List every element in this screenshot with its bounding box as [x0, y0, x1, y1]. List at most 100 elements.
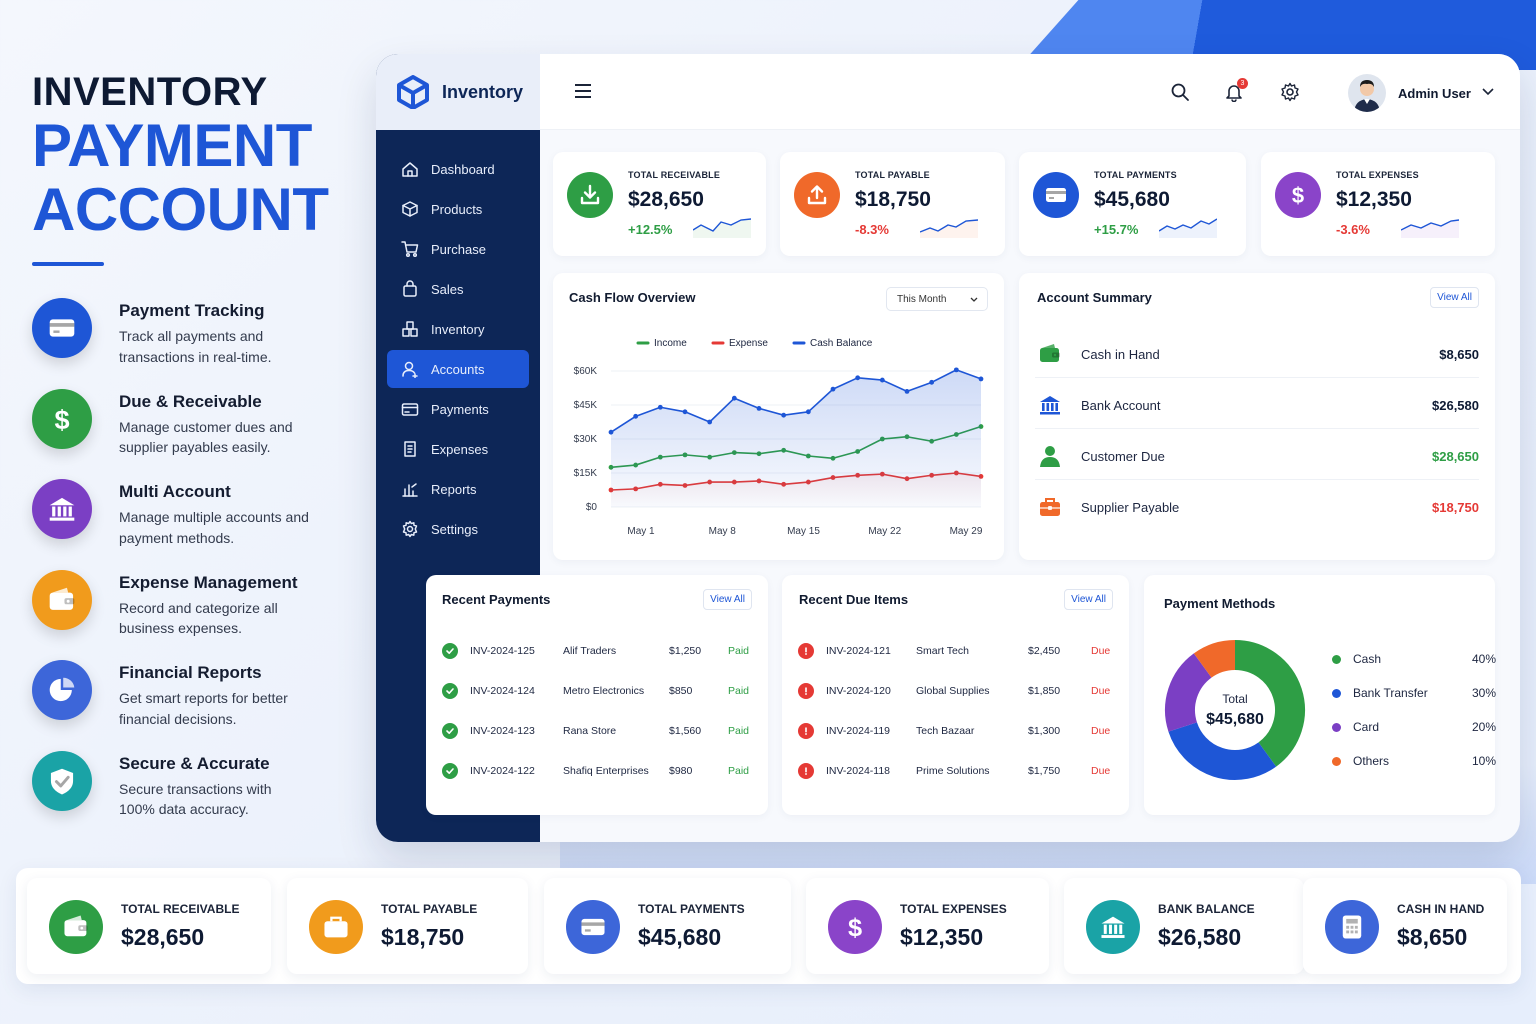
- kpi-value: $12,350: [1336, 188, 1412, 211]
- kpi-sparkline: [693, 218, 751, 238]
- sidebar-item-payments[interactable]: Payments: [387, 390, 529, 428]
- kpi-label: TOTAL RECEIVABLE: [628, 170, 721, 180]
- alert-icon: [805, 727, 807, 735]
- sidebar-item-expenses[interactable]: Expenses: [387, 430, 529, 468]
- summary-icon-badge: [1086, 900, 1140, 954]
- recent-due-view-all-button[interactable]: View All: [1064, 589, 1113, 610]
- download-icon: [580, 184, 600, 205]
- recent-due-title: Recent Due Items: [799, 592, 909, 607]
- legend-label: Cash: [1353, 652, 1382, 666]
- kpi-card[interactable]: TOTAL RECEIVABLE $28,650 +12.5%: [553, 152, 766, 256]
- kpi-value: $45,680: [1094, 188, 1170, 211]
- legend-percent: 10%: [1471, 754, 1496, 768]
- table-row[interactable]: INV-2024-118 Prime Solutions $1,750 Due: [798, 763, 1110, 805]
- legend-label: Income: [654, 338, 687, 349]
- data-point: [929, 379, 935, 385]
- bank-icon: [1040, 396, 1060, 415]
- payment-methods-card: Payment Methods Total $45,680 Cash 40% B…: [1144, 575, 1496, 815]
- account-row[interactable]: Cash in Hand $8,650: [1035, 328, 1479, 378]
- alert-icon: [805, 647, 807, 655]
- pie-icon: [49, 677, 75, 702]
- feature-icon-badge: [32, 479, 92, 539]
- summary-strip: TOTAL RECEIVABLE $28,650 TOTAL PAYABLE $…: [16, 868, 1521, 984]
- dollar-icon: $: [54, 403, 69, 434]
- kpi-sparkline: [920, 219, 978, 238]
- feature-item: Multi Account Manage multiple accounts a…: [32, 479, 362, 570]
- status-badge: Paid: [728, 645, 750, 657]
- gear-icon[interactable]: [1280, 82, 1300, 102]
- table-row[interactable]: INV-2024-121 Smart Tech $2,450 Due: [798, 643, 1110, 685]
- summary-card[interactable]: TOTAL RECEIVABLE $28,650: [27, 878, 271, 974]
- search-icon[interactable]: [1170, 82, 1190, 102]
- sidebar-item-settings[interactable]: Settings: [387, 510, 529, 548]
- summary-card[interactable]: CASH IN HAND $8,650: [1303, 878, 1507, 974]
- donut-slice-others[interactable]: [1193, 640, 1236, 679]
- table-row[interactable]: INV-2024-123 Rana Store $1,560 Paid: [442, 723, 752, 765]
- summary-card[interactable]: TOTAL PAYMENTS $45,680: [544, 878, 791, 974]
- kpi-card[interactable]: $ TOTAL EXPENSES $12,350 -3.6%: [1261, 152, 1495, 256]
- sidebar-item-purchase[interactable]: Purchase: [387, 230, 529, 268]
- period-select[interactable]: This Month: [886, 287, 988, 311]
- kpi-icon-badge: [794, 172, 840, 218]
- sidebar-item-sales[interactable]: Sales: [387, 270, 529, 308]
- account-summary-view-all-button[interactable]: View All: [1430, 287, 1479, 308]
- card-icon: [49, 319, 75, 337]
- summary-card[interactable]: $ TOTAL EXPENSES $12,350: [806, 878, 1049, 974]
- kpi-card[interactable]: TOTAL PAYABLE $18,750 -8.3%: [780, 152, 1005, 256]
- summary-icon-badge: $: [828, 900, 882, 954]
- party-name: Shafiq Enterprises: [563, 765, 649, 777]
- summary-value: $12,350: [900, 924, 984, 950]
- summary-card[interactable]: TOTAL PAYABLE $18,750: [287, 878, 528, 974]
- feature-title: Financial Reports: [119, 663, 262, 682]
- table-row[interactable]: INV-2024-120 Global Supplies $1,850 Due: [798, 683, 1110, 725]
- sidebar-item-inventory[interactable]: Inventory: [387, 310, 529, 348]
- brand[interactable]: Inventory: [376, 54, 540, 130]
- sidebar-item-accounts[interactable]: Accounts: [387, 350, 529, 388]
- amount: $980: [669, 765, 693, 777]
- legend-dot: [1332, 655, 1341, 664]
- feature-description: Track all payments and transactions in r…: [119, 328, 272, 365]
- summary-label: CASH IN HAND: [1397, 902, 1485, 916]
- feature-description: Manage multiple accounts and payment met…: [119, 509, 309, 546]
- donut-slice-bank-transfer[interactable]: [1168, 721, 1277, 780]
- svg-text:$: $: [54, 403, 69, 434]
- check-icon: [446, 688, 454, 694]
- recent-payments-view-all-button[interactable]: View All: [703, 589, 752, 610]
- donut-slice-cash[interactable]: [1234, 640, 1305, 767]
- summary-label: BANK BALANCE: [1158, 902, 1255, 916]
- sidebar-item-products[interactable]: Products: [387, 190, 529, 228]
- sidebar-item-reports[interactable]: Reports: [387, 470, 529, 508]
- status-icon: [798, 723, 814, 739]
- data-point: [830, 386, 836, 392]
- table-row[interactable]: INV-2024-119 Tech Bazaar $1,300 Due: [798, 723, 1110, 765]
- kpi-label: TOTAL PAYABLE: [855, 170, 930, 180]
- chevron-down-icon[interactable]: [1482, 88, 1494, 96]
- legend-item: Card 20%: [1332, 719, 1496, 739]
- account-summary-card: Account Summary View All Cash in Hand $8…: [1019, 273, 1495, 560]
- wallet-icon: [49, 587, 75, 610]
- hamburger-menu-icon[interactable]: [575, 84, 591, 98]
- user-name[interactable]: Admin User: [1398, 86, 1471, 101]
- account-row[interactable]: Bank Account $26,580: [1035, 379, 1479, 429]
- sidebar-item-label: Products: [431, 201, 483, 217]
- table-row[interactable]: INV-2024-122 Shafiq Enterprises $980 Pai…: [442, 763, 752, 805]
- notifications-button[interactable]: 3: [1224, 78, 1248, 103]
- account-row[interactable]: Customer Due $28,650: [1035, 430, 1479, 480]
- kpi-change: -8.3%: [855, 222, 889, 237]
- kpi-icon-badge: $: [1275, 172, 1321, 218]
- account-name: Cash in Hand: [1081, 347, 1160, 362]
- account-row[interactable]: Supplier Payable $18,750: [1035, 481, 1479, 531]
- table-row[interactable]: INV-2024-124 Metro Electronics $850 Paid: [442, 683, 752, 725]
- account-name: Bank Account: [1081, 398, 1161, 413]
- status-badge: Paid: [728, 725, 750, 737]
- kpi-icon-badge: [1033, 172, 1079, 218]
- sidebar-item-dashboard[interactable]: Dashboard: [387, 150, 529, 188]
- recent-payments-title: Recent Payments: [442, 592, 551, 607]
- donut-slice-card[interactable]: [1165, 653, 1213, 732]
- table-row[interactable]: INV-2024-125 Alif Traders $1,250 Paid: [442, 643, 752, 685]
- kpi-card[interactable]: TOTAL PAYMENTS $45,680 +15.7%: [1019, 152, 1246, 256]
- avatar[interactable]: [1348, 74, 1386, 112]
- bank-icon: [49, 497, 75, 521]
- summary-card[interactable]: BANK BALANCE $26,580: [1064, 878, 1304, 974]
- chevron-down-icon: [970, 297, 978, 302]
